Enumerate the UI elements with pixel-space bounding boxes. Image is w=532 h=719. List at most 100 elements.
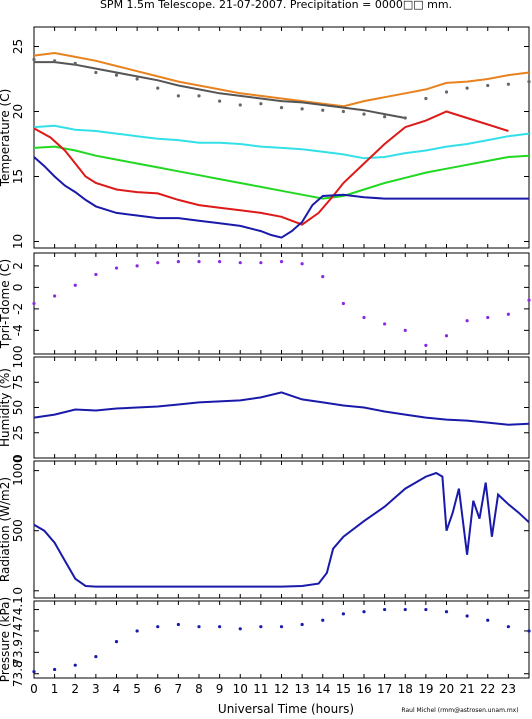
- y-tick-label: 0: [11, 284, 25, 292]
- data-point: [465, 614, 469, 618]
- y-axis-label: Tpri-Tdome (C): [0, 259, 12, 349]
- data-point: [300, 622, 304, 627]
- data-point: [300, 262, 304, 266]
- y-tick-label: 10: [11, 234, 25, 249]
- plot-frame: [33, 356, 530, 459]
- y-axis-label: Temperature (C): [0, 89, 12, 188]
- x-tick-label: 17: [377, 682, 392, 696]
- data-point: [362, 112, 366, 116]
- y-tick-label: 0: [11, 587, 25, 595]
- data-point: [135, 77, 139, 81]
- data-point: [197, 259, 201, 264]
- x-tick-label: 16: [356, 682, 371, 696]
- y-tick-label: -4: [11, 324, 25, 336]
- x-tick-label: 19: [418, 682, 433, 696]
- data-point: [403, 116, 407, 120]
- plot-frame: [33, 26, 530, 249]
- data-point: [383, 322, 387, 326]
- data-point: [238, 103, 242, 107]
- x-tick-label: 15: [336, 682, 351, 696]
- series-0: [33, 391, 530, 426]
- data-point: [486, 618, 490, 622]
- series-line: [33, 124, 530, 160]
- data-point: [300, 107, 304, 111]
- data-point: [444, 90, 449, 94]
- x-tick-label: 20: [439, 682, 454, 696]
- y-tick-label: 50: [11, 400, 25, 415]
- data-point: [506, 312, 510, 316]
- x-tick-label: 18: [398, 682, 413, 696]
- x-tick-label: 22: [480, 682, 495, 696]
- data-point: [279, 259, 284, 264]
- x-tick-label: 10: [233, 682, 248, 696]
- data-point: [506, 82, 510, 86]
- data-point: [197, 625, 201, 629]
- data-point: [506, 625, 510, 629]
- credit-text: Raul Michel (rmm@astrosen.unam.mx): [401, 707, 518, 714]
- series-line: [33, 145, 530, 200]
- y-tick-label: 73.9: [11, 639, 25, 666]
- series-line: [33, 391, 530, 426]
- data-point: [259, 102, 263, 106]
- series-3: [33, 124, 530, 160]
- data-point: [94, 655, 98, 659]
- data-point: [114, 640, 119, 644]
- data-point: [424, 343, 428, 348]
- data-point: [32, 301, 36, 306]
- series-2: [32, 57, 531, 120]
- chart-panel-0: 10 15 20 25 Temperature (C): [0, 26, 531, 249]
- series-1: [34, 61, 406, 119]
- data-point: [341, 612, 345, 616]
- data-point: [238, 627, 242, 631]
- data-point: [424, 96, 428, 101]
- data-point: [94, 70, 98, 75]
- y-tick-label: 25: [11, 39, 25, 54]
- data-point: [218, 259, 222, 264]
- y-tick-label: 20: [11, 104, 25, 119]
- data-point: [238, 261, 242, 265]
- series-line: [33, 110, 509, 226]
- y-tick-label: 74.1: [11, 596, 25, 623]
- data-point: [197, 94, 201, 98]
- x-tick-label: 4: [113, 682, 121, 696]
- data-point: [444, 610, 449, 614]
- data-point: [156, 261, 160, 265]
- data-point: [176, 622, 180, 627]
- y-tick-label: 25: [11, 425, 25, 440]
- chart-title: SPM 1.5m Telescope. 21-07-2007. Precipit…: [100, 0, 452, 11]
- x-tick-label: 23: [501, 682, 516, 696]
- x-tick-label: 21: [459, 682, 474, 696]
- data-point: [383, 607, 387, 612]
- data-point: [176, 94, 180, 98]
- y-tick-label: 100: [11, 346, 25, 369]
- y-tick-label: 75: [11, 375, 25, 390]
- x-tick-label: 2: [71, 682, 79, 696]
- y-tick-label: 15: [11, 169, 25, 184]
- x-tick-label: 7: [175, 682, 183, 696]
- data-point: [465, 319, 469, 323]
- data-point: [73, 663, 77, 667]
- y-tick-label: 500: [11, 519, 25, 542]
- x-tick-label: 1: [51, 682, 59, 696]
- x-tick-label: 5: [133, 682, 141, 696]
- data-point: [465, 86, 469, 90]
- x-tick-label: 12: [274, 682, 289, 696]
- series-line: [33, 156, 529, 239]
- y-tick-label: 1000: [11, 455, 25, 486]
- data-point: [486, 315, 490, 320]
- series-0: [33, 471, 530, 588]
- x-tick-label: 0: [30, 682, 38, 696]
- data-point: [259, 261, 263, 265]
- data-point: [259, 625, 263, 629]
- data-point: [53, 59, 57, 63]
- plot-frame: [33, 460, 530, 599]
- plot-frame: [33, 600, 530, 679]
- data-point: [53, 667, 57, 672]
- data-point: [218, 625, 222, 629]
- data-point: [32, 669, 36, 674]
